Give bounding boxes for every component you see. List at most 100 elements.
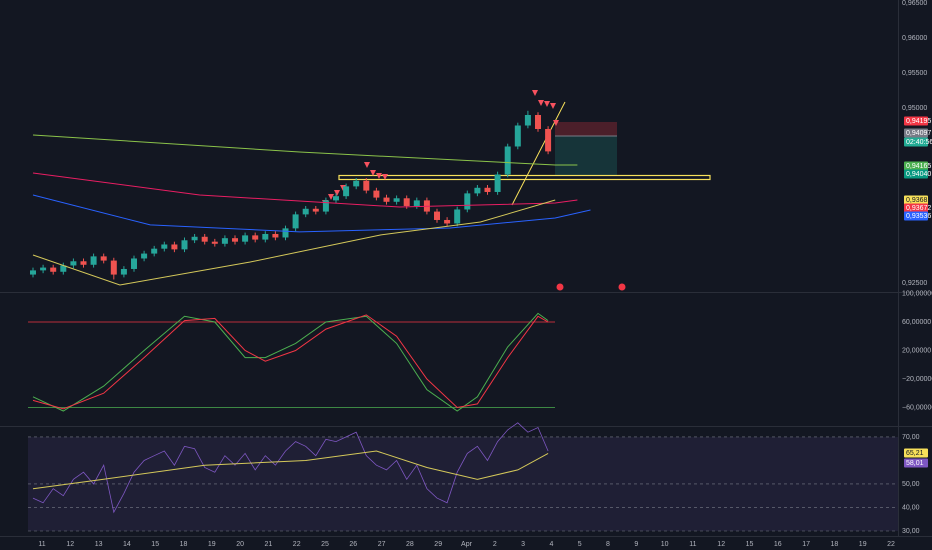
y-tick-label: 50,00 — [902, 481, 920, 488]
candle-body — [70, 261, 77, 266]
x-tick-label: 15 — [151, 541, 159, 548]
x-tick-label: Apr — [461, 541, 473, 548]
x-tick-label: 4 — [549, 541, 553, 548]
x-tick-label: 19 — [208, 541, 216, 548]
moving-average — [32, 134, 578, 166]
x-tick-label: 13 — [95, 541, 103, 548]
plot-layer: 0,96500 0,96000 0,95500 0,95000 0,92500 100,0… — [28, 0, 932, 548]
x-tick-label: 11 — [38, 541, 45, 548]
candle-body — [90, 256, 97, 265]
price-tag — [904, 161, 928, 171]
x-tick-label: 17 — [802, 541, 810, 548]
event-icon[interactable] — [618, 283, 626, 291]
x-tick-label: 15 — [746, 541, 754, 548]
price-tag-label: 02:40:56 — [906, 139, 932, 146]
y-tick-label: 30,00 — [902, 528, 920, 535]
moving-average — [32, 194, 591, 233]
price-tag-label: 58,01 — [906, 460, 924, 467]
candle-body — [232, 238, 238, 242]
x-tick-label: 28 — [406, 541, 414, 548]
x-tick-label: 19 — [859, 541, 867, 548]
price-tag — [904, 195, 928, 205]
oscillator-line — [32, 314, 549, 410]
candle-body — [363, 180, 370, 191]
price-tag-label: 0,94040 — [906, 171, 931, 178]
candle-body — [171, 244, 178, 250]
price-tag — [904, 458, 928, 468]
price-tag-label: 0,94165 — [906, 163, 931, 170]
price-tag — [904, 137, 928, 147]
price-tag — [904, 211, 928, 221]
candle-body — [403, 198, 410, 206]
y-tick-label: 0,92500 — [902, 280, 927, 287]
candle-body — [292, 214, 299, 229]
x-tick-label: 21 — [265, 541, 273, 548]
candle-body — [353, 180, 360, 187]
y-tick-label: 0,95000 — [902, 105, 927, 112]
candle-body — [494, 174, 501, 192]
candle-body — [201, 236, 208, 242]
candle-body — [464, 193, 471, 210]
candle-body — [120, 268, 127, 275]
candle-body — [504, 146, 511, 175]
y-tick-label: 0,96000 — [902, 35, 927, 42]
x-tick-label: 14 — [123, 541, 131, 548]
candle-body — [262, 233, 269, 240]
price-tag — [904, 448, 928, 458]
candle-body — [343, 186, 350, 197]
y-tick-label: 70,00 — [902, 434, 920, 441]
x-tick-label: 12 — [717, 541, 725, 548]
price-tag-label: 0,94097 — [906, 130, 931, 137]
price-tag-label: 0,93672 — [906, 205, 931, 212]
candle-body — [100, 256, 107, 261]
x-tick-label: 5 — [578, 541, 582, 548]
moving-average — [32, 199, 556, 286]
candle-body — [252, 235, 259, 240]
rsi-line — [32, 422, 549, 514]
y-tick-label: 40,00 — [902, 504, 920, 511]
candle-body — [322, 200, 329, 212]
trend-line — [511, 101, 566, 206]
x-tick-label: 16 — [774, 541, 782, 548]
x-tick-label: 11 — [689, 541, 696, 548]
x-tick-label: 12 — [66, 541, 74, 548]
price-tag — [904, 203, 928, 213]
y-tick-label: 100,00000 — [902, 290, 932, 297]
y-tick-label: −20,00000 — [902, 376, 932, 383]
candle-body — [80, 261, 87, 265]
candle-body — [524, 114, 531, 126]
candle-body — [514, 125, 521, 147]
x-tick-label: 18 — [831, 541, 839, 548]
y-tick-label: −60,00000 — [902, 404, 932, 411]
price-tag — [904, 128, 928, 138]
event-icon[interactable] — [556, 283, 564, 291]
candle-body — [413, 200, 420, 206]
candle-body — [141, 253, 148, 259]
moving-average — [32, 172, 578, 208]
price-tag — [904, 116, 928, 126]
x-tick-label: 10 — [661, 541, 669, 548]
candle-body — [474, 187, 481, 194]
x-tick-label: 22 — [293, 541, 301, 548]
y-tick-label: 0,96500 — [902, 0, 927, 7]
x-tick-label: 2 — [493, 541, 497, 548]
candle-body — [221, 238, 228, 244]
candle-body — [60, 265, 67, 272]
candle-body — [444, 219, 451, 224]
candle-body — [484, 187, 491, 192]
position-target — [555, 136, 617, 175]
price-tag-label: 0,93681 — [906, 197, 931, 204]
candle-body — [272, 233, 279, 238]
x-tick-label: 29 — [434, 541, 442, 548]
x-tick-label: 18 — [180, 541, 188, 548]
x-tick-label: 25 — [321, 541, 329, 548]
candle-body — [211, 241, 218, 244]
rsi-average — [32, 450, 549, 490]
x-tick-label: 26 — [349, 541, 357, 548]
candle-body — [383, 197, 390, 202]
x-tick-label: 22 — [887, 541, 895, 548]
price-tag-label: 0,94195 — [906, 118, 931, 125]
candle-body — [333, 196, 339, 201]
